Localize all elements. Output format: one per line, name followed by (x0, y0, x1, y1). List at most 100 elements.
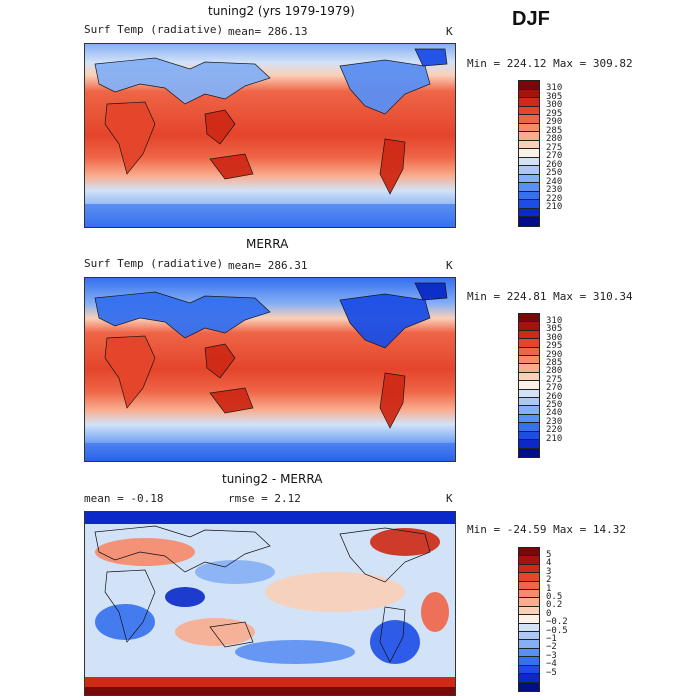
colorbar-swatch (519, 115, 539, 124)
colorbar-swatch (519, 81, 539, 90)
colorbar-label: 300 (546, 100, 563, 111)
colorbar-label: −3 (546, 650, 557, 661)
colorbar-label: 220 (546, 425, 563, 436)
colorbar-label: 250 (546, 400, 563, 411)
colorbar-swatch (519, 106, 539, 116)
colorbar-swatch (519, 123, 539, 133)
panel1-unit: K (446, 25, 453, 38)
colorbar-swatch (519, 140, 539, 150)
panel2-colorbar (518, 313, 540, 458)
colorbar-swatch (519, 573, 539, 582)
colorbar-swatch (519, 406, 539, 415)
colorbar-swatch (519, 598, 539, 607)
colorbar-swatch (519, 322, 539, 331)
colorbar-label: 290 (546, 349, 563, 360)
colorbar-label: −1 (546, 634, 557, 645)
colorbar-swatch (519, 200, 539, 209)
colorbar-label: 295 (546, 341, 563, 352)
colorbar-swatch (519, 166, 539, 175)
colorbar-swatch (519, 356, 539, 365)
panel3-minmax: Min = -24.59 Max = 14.32 (467, 523, 626, 536)
colorbar-swatch (519, 389, 539, 399)
panel2-colorbar-labels: 310 305 300 295 290 285 280 275 270 260 250 240 230 2… (546, 313, 586, 458)
colorbar-swatch (519, 89, 539, 99)
panel3-title: tuning2 - MERRA (222, 472, 323, 486)
panel1-variable-label: Surf Temp (radiative) (84, 23, 224, 36)
panel1-colorbar-labels: 310 305 300 295 290 285 280 275 270 260 250 240 230 2… (546, 80, 586, 227)
colorbar-label: 0.2 (546, 600, 563, 611)
colorbar-label: 270 (546, 383, 563, 394)
colorbar-swatch (519, 314, 539, 323)
colorbar-swatch (519, 440, 539, 449)
panel2-variable-label: Surf Temp (radiative) (84, 257, 224, 270)
colorbar-swatch (519, 217, 539, 226)
colorbar-label: 0.5 (546, 591, 563, 602)
colorbar-swatch (519, 157, 539, 167)
colorbar-label: 275 (546, 142, 563, 153)
panel1-map-image (85, 44, 455, 227)
colorbar-label: −0.2 (546, 617, 568, 628)
colorbar-label: 295 (546, 108, 563, 119)
colorbar-swatch (519, 615, 539, 624)
colorbar-label: 220 (546, 193, 563, 204)
colorbar-swatch (519, 556, 539, 565)
panel3-colorbar (518, 547, 540, 692)
colorbar-swatch (519, 623, 539, 633)
colorbar-swatch (519, 423, 539, 432)
colorbar-label: 285 (546, 125, 563, 136)
season-label: DJF (512, 8, 550, 30)
colorbar-label: 240 (546, 176, 563, 187)
panel3-map (84, 511, 456, 696)
panel1-colorbar (518, 80, 540, 227)
colorbar-swatch (519, 174, 539, 184)
colorbar-swatch (519, 191, 539, 201)
colorbar-swatch (519, 657, 539, 666)
panel1-map (84, 43, 456, 228)
colorbar-label: −4 (546, 659, 557, 670)
colorbar-label: 5 (546, 549, 552, 560)
colorbar-label: −5 (546, 667, 557, 678)
colorbar-swatch (519, 414, 539, 424)
colorbar-label: 305 (546, 91, 563, 102)
panel3-rmse: rmse = 2.12 (228, 492, 301, 505)
panel2-title: MERRA (246, 237, 289, 251)
panel3-map-image (85, 512, 455, 695)
colorbar-label: 210 (546, 433, 563, 444)
colorbar-label: 4 (546, 558, 552, 569)
colorbar-label: 240 (546, 408, 563, 419)
colorbar-swatch (519, 632, 539, 641)
colorbar-label: 310 (546, 315, 563, 326)
colorbar-swatch (519, 674, 539, 683)
colorbar-label: 270 (546, 151, 563, 162)
colorbar-label: 285 (546, 357, 563, 368)
colorbar-label: 250 (546, 168, 563, 179)
colorbar-label: 1 (546, 583, 552, 594)
colorbar-label: 260 (546, 159, 563, 170)
colorbar-swatch (519, 372, 539, 382)
colorbar-swatch (519, 339, 539, 348)
panel1-mean: mean= 286.13 (228, 25, 308, 38)
panel1-minmax: Min = 224.12 Max = 309.82 (467, 57, 633, 70)
panel2-map (84, 277, 456, 462)
colorbar-label: 2 (546, 575, 552, 586)
colorbar-swatch (519, 665, 539, 675)
panel1-title: tuning2 (yrs 1979-1979) (208, 4, 355, 18)
colorbar-label: −2 (546, 642, 557, 653)
colorbar-swatch (519, 364, 539, 373)
colorbar-label: 310 (546, 83, 563, 94)
colorbar-label: 300 (546, 332, 563, 343)
colorbar-swatch (519, 330, 539, 340)
colorbar-swatch (519, 132, 539, 141)
colorbar-label: 305 (546, 324, 563, 335)
colorbar-swatch (519, 431, 539, 441)
colorbar-swatch (519, 682, 539, 691)
colorbar-swatch (519, 98, 539, 107)
colorbar-label: −0.5 (546, 625, 568, 636)
panel2-unit: K (446, 259, 453, 272)
colorbar-label: 230 (546, 185, 563, 196)
colorbar-swatch (519, 590, 539, 599)
colorbar-label: 230 (546, 416, 563, 427)
colorbar-label: 290 (546, 117, 563, 128)
panel3-mean: mean = -0.18 (84, 492, 164, 505)
colorbar-swatch (519, 564, 539, 574)
